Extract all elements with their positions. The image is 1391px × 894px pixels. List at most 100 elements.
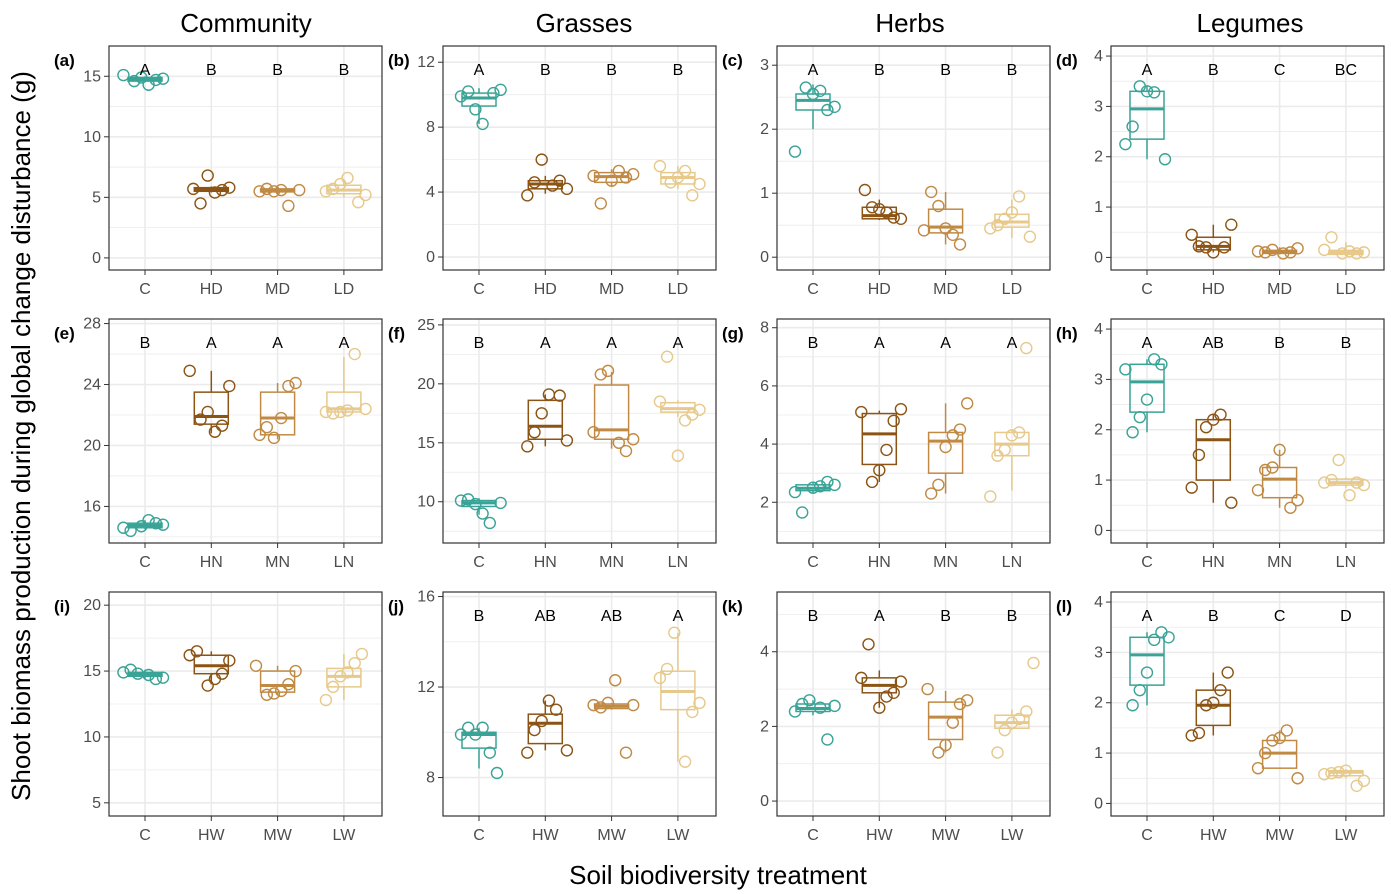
y-tick-label: 4 bbox=[426, 184, 435, 201]
panel-tag: (h) bbox=[1056, 324, 1078, 343]
data-point bbox=[880, 690, 893, 703]
data-point bbox=[1291, 242, 1304, 255]
data-point bbox=[149, 672, 163, 686]
x-tick-label: MD bbox=[933, 281, 958, 298]
data-point bbox=[953, 697, 967, 711]
data-point bbox=[1185, 481, 1198, 494]
x-tick-label: LN bbox=[334, 554, 354, 571]
x-tick-label: MN bbox=[1267, 554, 1292, 571]
data-point bbox=[546, 179, 559, 192]
data-point bbox=[1318, 476, 1331, 489]
box-HW bbox=[527, 713, 564, 745]
panel-frame bbox=[442, 591, 717, 817]
x-tick-label: LN bbox=[668, 554, 688, 571]
box-HN bbox=[527, 399, 564, 441]
x-tick-label: LW bbox=[1000, 827, 1024, 844]
x-tick-label: HN bbox=[868, 554, 891, 571]
data-point bbox=[1291, 772, 1304, 785]
data-point bbox=[932, 746, 945, 759]
x-tick-label: C bbox=[139, 554, 151, 571]
data-point bbox=[282, 199, 295, 213]
data-point bbox=[334, 405, 347, 419]
data-point bbox=[267, 185, 281, 198]
panel-background bbox=[109, 319, 382, 543]
data-point bbox=[521, 440, 534, 453]
x-tick-label: C bbox=[139, 281, 151, 298]
data-point bbox=[1266, 461, 1279, 474]
panel-background bbox=[443, 319, 716, 543]
data-point bbox=[454, 728, 468, 741]
y-tick-label: 8 bbox=[760, 320, 769, 337]
y-tick-label: 20 bbox=[83, 597, 101, 614]
data-point bbox=[1133, 80, 1147, 93]
data-point bbox=[1023, 230, 1037, 243]
x-tick-label: C bbox=[473, 554, 485, 571]
x-tick-label: HD bbox=[1202, 281, 1225, 298]
data-point bbox=[560, 744, 574, 757]
data-point bbox=[693, 177, 706, 191]
data-point bbox=[953, 238, 967, 251]
data-point bbox=[483, 746, 496, 759]
significance-letter: B bbox=[673, 62, 684, 79]
data-point bbox=[1140, 393, 1154, 406]
box-MW bbox=[259, 670, 296, 693]
box-MN bbox=[1261, 466, 1298, 499]
data-point bbox=[984, 490, 997, 503]
y-tick-label: 0 bbox=[1094, 795, 1103, 812]
y-tick-label: 10 bbox=[417, 494, 435, 511]
data-point bbox=[215, 419, 229, 432]
data-point bbox=[549, 703, 563, 716]
y-tick-label: 5 bbox=[92, 795, 101, 812]
significance-letter: A bbox=[1142, 608, 1153, 625]
x-tick-label: LD bbox=[334, 281, 354, 298]
data-point bbox=[1343, 488, 1356, 502]
data-point bbox=[194, 197, 207, 210]
data-point bbox=[991, 746, 1004, 759]
data-point bbox=[1012, 190, 1026, 203]
significance-letter: C bbox=[1274, 62, 1286, 79]
panel-background bbox=[443, 592, 716, 816]
data-point bbox=[1251, 761, 1265, 775]
y-tick-label: 15 bbox=[417, 435, 435, 452]
y-tick-label: 3 bbox=[760, 57, 769, 74]
y-tick-label: 2 bbox=[1094, 149, 1103, 166]
data-point bbox=[1147, 353, 1161, 366]
x-tick-label: MD bbox=[599, 281, 624, 298]
data-point bbox=[939, 738, 952, 752]
data-point bbox=[686, 705, 699, 719]
significance-letter: A bbox=[206, 335, 217, 352]
panel-tag: (f) bbox=[388, 324, 405, 343]
y-tick-label: 8 bbox=[426, 119, 435, 136]
data-point bbox=[821, 733, 834, 746]
panel-frame bbox=[1110, 591, 1385, 817]
data-point bbox=[528, 176, 541, 189]
data-point bbox=[1199, 699, 1213, 712]
x-tick-label: C bbox=[807, 554, 819, 571]
x-tick-label: MN bbox=[599, 554, 624, 571]
significance-letter: A bbox=[673, 608, 684, 625]
data-point bbox=[1291, 494, 1304, 507]
data-point bbox=[1005, 429, 1019, 442]
data-point bbox=[873, 464, 886, 477]
data-point bbox=[282, 678, 295, 691]
data-point bbox=[117, 521, 130, 534]
data-point bbox=[326, 182, 340, 196]
panel-frame bbox=[776, 591, 1051, 817]
data-point bbox=[814, 84, 827, 98]
x-tick-label: C bbox=[1141, 827, 1153, 844]
data-point bbox=[1266, 243, 1279, 257]
data-point bbox=[194, 413, 207, 426]
panel-tag: (k) bbox=[722, 597, 743, 616]
x-tick-label: MD bbox=[1267, 281, 1292, 298]
data-point bbox=[1258, 746, 1272, 760]
panel-tag: (a) bbox=[54, 51, 75, 70]
panel-frame bbox=[1110, 45, 1385, 271]
data-point bbox=[678, 164, 692, 178]
data-point bbox=[803, 694, 816, 707]
data-point bbox=[1192, 726, 1206, 740]
significance-letter: B bbox=[206, 62, 217, 79]
data-point bbox=[208, 425, 222, 438]
data-point bbox=[880, 206, 893, 219]
data-point bbox=[1133, 410, 1147, 424]
